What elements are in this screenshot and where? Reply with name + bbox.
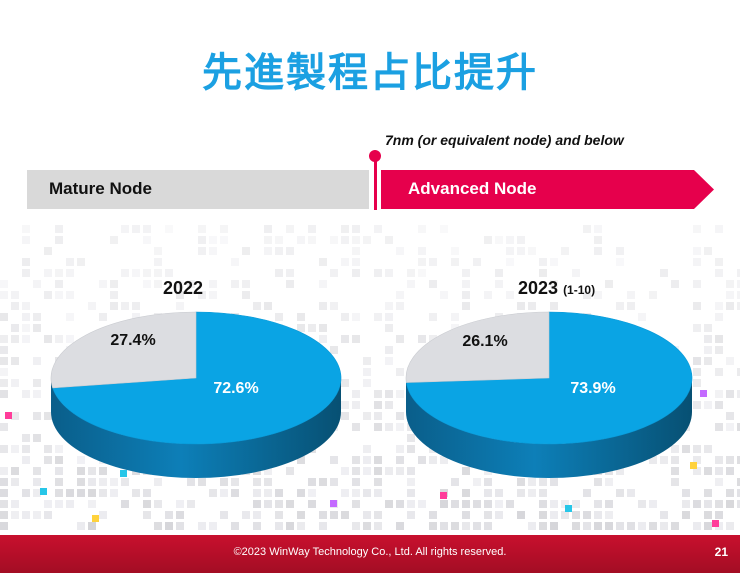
threshold-marker-line	[374, 158, 377, 210]
pie-data-label: 73.9%	[570, 380, 615, 397]
page-number: 21	[714, 545, 728, 559]
pie-data-label: 27.4%	[110, 332, 155, 349]
threshold-note: 7nm (or equivalent node) and below	[385, 132, 624, 148]
advanced-node-bar: Advanced Node	[381, 170, 714, 209]
pie-data-label: 72.6%	[213, 380, 258, 397]
pie-2023-period: (1-10)	[563, 283, 596, 297]
pie-2023-year: 2023	[518, 278, 559, 298]
pie-2023-title: 2023 (1-10)	[518, 278, 595, 299]
mature-node-label: Mature Node	[49, 179, 152, 198]
pie-2023: 73.9% 26.1%	[405, 311, 693, 478]
threshold-marker-dot	[369, 150, 381, 162]
pie-2022: 72.6% 27.4%	[50, 311, 342, 478]
pie-2022-year: 2022	[163, 278, 204, 298]
pie-2022-title: 2022	[163, 278, 203, 299]
slide-title: 先進製程占比提升	[202, 50, 538, 96]
copyright-text: ©2023 WinWay Technology Co., Ltd. All ri…	[233, 546, 507, 558]
pie-side-band	[406, 378, 692, 478]
advanced-node-label: Advanced Node	[408, 179, 537, 198]
advanced-node-arrow	[381, 170, 714, 209]
mature-node-bar: Mature Node	[27, 170, 369, 209]
pie-slice-mature-node	[405, 311, 550, 383]
pie-data-label: 26.1%	[462, 333, 507, 350]
pie-slice-mature-node	[50, 311, 197, 389]
footer-bar: ©2023 WinWay Technology Co., Ltd. All ri…	[0, 535, 740, 573]
pie-side-band	[51, 378, 341, 478]
pie-slice-advanced-node	[52, 311, 342, 445]
